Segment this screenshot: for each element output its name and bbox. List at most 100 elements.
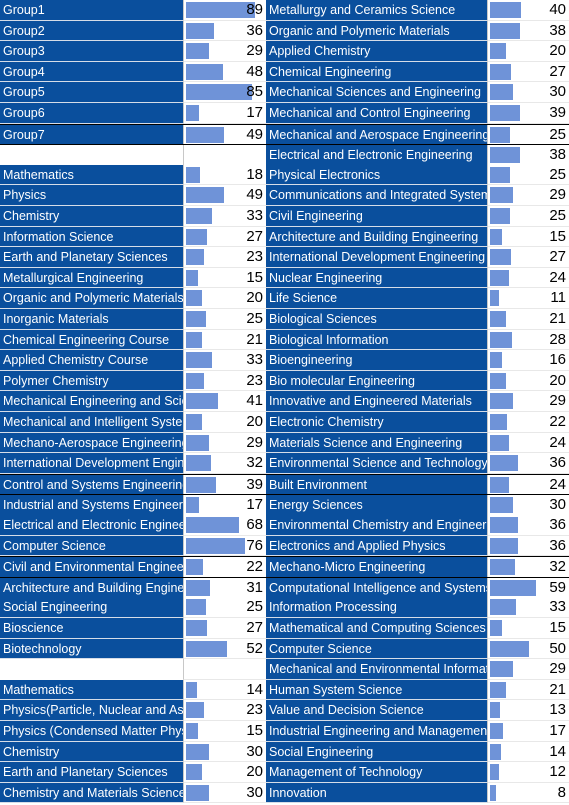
left-value-number: 52 (246, 639, 263, 657)
left-value-cell: 27 (183, 226, 266, 248)
right-value-number: 27 (549, 62, 566, 80)
left-category-label: Control and Systems Engineering (0, 474, 183, 496)
right-value-number: 24 (549, 475, 566, 493)
right-data-bar (490, 579, 537, 596)
left-value-number: 85 (246, 83, 263, 101)
right-category-label: Electronics and Applied Physics (266, 535, 487, 557)
left-value-cell: 52 (183, 638, 266, 660)
table-row: Chemistry 30 Social Engineering 14 (0, 741, 569, 763)
left-data-bar (186, 63, 224, 80)
table-row: Group7 49 Mechanical and Aerospace Enginee… (0, 123, 569, 146)
right-value-number: 20 (549, 42, 566, 60)
left-value-number: 25 (246, 598, 263, 616)
right-data-bar (490, 166, 510, 183)
right-value-cell: 20 (487, 41, 569, 62)
right-value-number: 29 (549, 392, 566, 410)
right-data-bar (490, 620, 502, 636)
left-category-label: Architecture and Building Engineering (0, 577, 183, 599)
left-value-number: 31 (246, 578, 263, 596)
left-data-bar (186, 187, 225, 204)
left-value-number: 27 (246, 619, 263, 636)
left-value-cell: 18 (183, 164, 266, 186)
left-value-number: 49 (246, 125, 263, 143)
right-data-bar (490, 2, 522, 18)
left-value-cell: 20 (183, 412, 266, 433)
left-value-number: 68 (246, 516, 263, 533)
right-data-bar (490, 84, 514, 101)
right-value-number: 15 (549, 619, 566, 636)
right-value-number: 39 (549, 104, 566, 121)
table-row: International Development Engineering 32E… (0, 453, 569, 474)
left-value-number: 36 (246, 21, 263, 39)
right-value-cell: 21 (487, 679, 569, 701)
right-value-cell: 16 (487, 350, 569, 371)
right-category-label: Bio molecular Engineering (266, 370, 487, 392)
right-value-cell: 27 (487, 61, 569, 83)
right-data-bar (490, 476, 509, 493)
table-row: Inorganic Materials 25 Biological Sciences… (0, 309, 569, 330)
left-data-bar (186, 372, 204, 389)
right-value-number: 25 (549, 125, 566, 143)
right-value-cell: 15 (487, 618, 569, 639)
left-value-number: 30 (246, 742, 263, 760)
left-category-label: International Development Engineering (0, 453, 183, 474)
right-data-bar (490, 497, 514, 514)
right-data-bar (490, 63, 512, 80)
table-row: Group5 85 Mechanical Sciences and Engineer… (0, 82, 569, 103)
left-value-number: 18 (246, 165, 263, 183)
right-value-cell: 38 (487, 145, 569, 166)
right-category-label: Social Engineering (266, 741, 487, 763)
right-data-bar (490, 105, 521, 121)
right-data-bar (490, 764, 500, 781)
left-category-label: Organic and Polymeric Materials (0, 288, 183, 309)
left-value-number: 15 (246, 268, 263, 286)
left-category-label: Polymer Chemistry (0, 370, 183, 392)
left-data-bar (186, 249, 204, 266)
right-value-cell: 14 (487, 741, 569, 763)
left-value-cell: 25 (183, 597, 266, 618)
left-value-cell: 30 (183, 741, 266, 763)
table-row: Earth and Planetary Sciences 23 Internatio… (0, 247, 569, 268)
right-category-label: Mechanical and Control Engineering (266, 103, 487, 124)
table-row: Physics 49 Communications and Integrated S… (0, 185, 569, 206)
right-value-number: 38 (549, 21, 566, 39)
left-value-cell: 23 (183, 370, 266, 392)
right-value-number: 29 (549, 660, 566, 678)
left-value-number: 14 (246, 680, 263, 698)
right-value-cell: 27 (487, 247, 569, 268)
left-category-label: Group6 (0, 103, 183, 124)
right-category-label: Biological Sciences (266, 309, 487, 330)
left-value-cell (183, 145, 266, 166)
right-value-cell: 15 (487, 226, 569, 248)
right-category-label: Mechanical and Environmental Informatics (266, 659, 487, 680)
right-value-cell: 17 (487, 721, 569, 742)
table-row: Electrical and Electronic Engineering 38 (0, 144, 569, 166)
right-value-number: 36 (549, 454, 566, 472)
left-category-label: Earth and Planetary Sciences (0, 247, 183, 268)
right-data-bar (490, 393, 513, 410)
right-category-label: Electrical and Electronic Engineering (266, 145, 487, 166)
right-value-number: 30 (549, 496, 566, 514)
right-category-label: Architecture and Building Engineering (266, 226, 487, 248)
left-value-number: 29 (246, 433, 263, 451)
left-category-label: Chemistry (0, 741, 183, 763)
left-data-bar (186, 43, 209, 60)
left-category-label: Mathematics (0, 164, 183, 186)
right-data-bar (490, 661, 513, 678)
left-category-label: Group7 (0, 124, 183, 146)
right-value-number: 36 (549, 536, 566, 554)
left-category-label: Physics(Particle, Nuclear and Astrophysi… (0, 700, 183, 721)
left-value-number: 21 (246, 330, 263, 348)
right-value-cell: 24 (487, 474, 569, 496)
left-data-bar (186, 476, 217, 493)
left-category-label: Industrial and Systems Engineering (0, 495, 183, 516)
left-data-bar (186, 743, 210, 760)
left-category-label: Electrical and Electronic Engineering (0, 515, 183, 536)
right-data-bar (490, 372, 506, 389)
table-row: Group6 17 Mechanical and Control Engineeri… (0, 103, 569, 124)
left-value-cell: 25 (183, 309, 266, 330)
table-row: Chemistry 33 Civil Engineering 25 (0, 206, 569, 227)
left-data-bar (186, 599, 206, 616)
table-row: Group1 89 Metallurgy and Ceramics Science 4… (0, 0, 569, 21)
right-data-bar (490, 311, 507, 327)
